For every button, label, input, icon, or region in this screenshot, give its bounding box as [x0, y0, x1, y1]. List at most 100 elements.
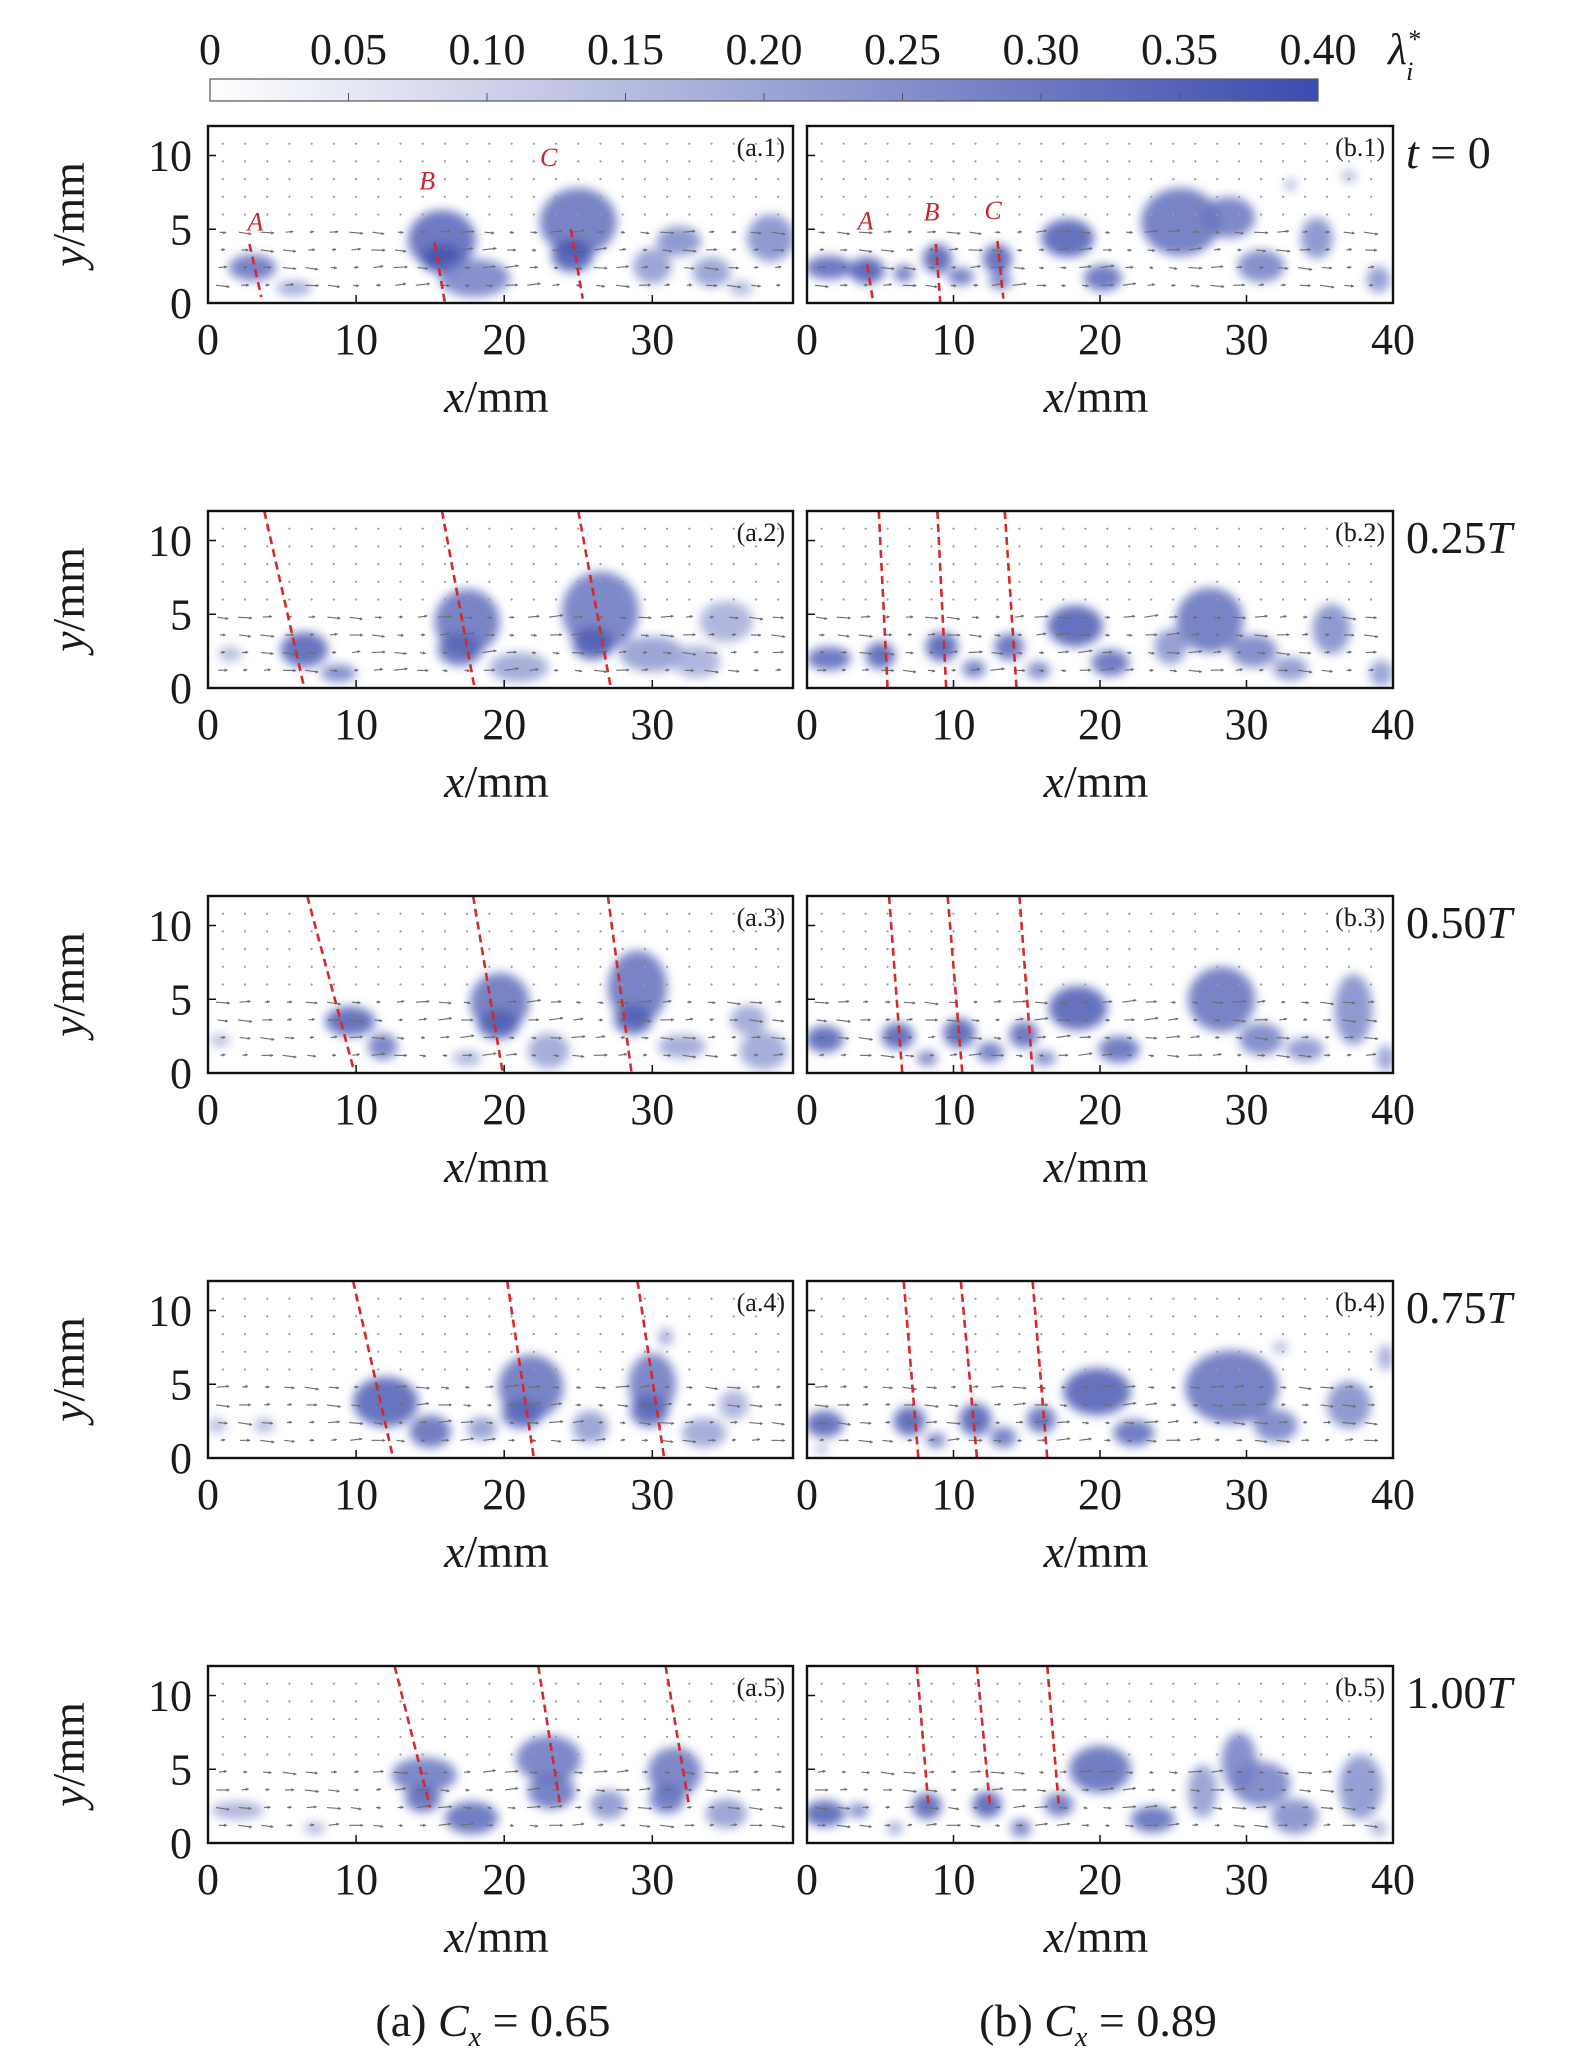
velocity-dot [599, 598, 602, 601]
velocity-arrow [1144, 1016, 1159, 1021]
velocity-dot [930, 580, 933, 583]
velocity-arrow [749, 1421, 764, 1426]
velocity-arrow [990, 667, 1005, 671]
velocity-dot [1325, 1718, 1329, 1721]
velocity-arrow [216, 1384, 230, 1389]
velocity-dot [864, 1315, 867, 1318]
velocity-dot [1194, 930, 1197, 933]
velocity-dot [1062, 1315, 1065, 1318]
velocity-dot [466, 598, 469, 601]
velocity-arrow [1035, 1001, 1049, 1005]
velocity-dot [1106, 1368, 1109, 1371]
velocity-dot [532, 965, 535, 968]
velocity-dot [1238, 1350, 1241, 1353]
vortex-blob [228, 254, 277, 281]
velocity-dot [1194, 1315, 1197, 1318]
velocity-arrow [727, 1386, 742, 1390]
velocity-dot [952, 1700, 955, 1703]
velocity-dot [732, 1735, 735, 1738]
vortex-blob [572, 1410, 608, 1444]
velocity-dot [1260, 1315, 1263, 1318]
velocity-arrow [1103, 1806, 1112, 1810]
velocity-dot [754, 195, 758, 198]
y-tick-label: 0 [170, 279, 192, 328]
velocity-dot [1282, 1735, 1285, 1738]
velocity-dot [1172, 1700, 1175, 1703]
velocity-arrow [1123, 614, 1136, 619]
velocity-dot [1260, 527, 1263, 530]
velocity-dot [886, 1735, 889, 1738]
velocity-arrow [858, 1439, 874, 1444]
velocity-arrow [393, 1771, 409, 1775]
velocity-arrow [639, 1384, 651, 1388]
vortex-blob [1338, 1754, 1383, 1820]
velocity-dot [820, 1735, 823, 1738]
velocity-arrow [440, 632, 451, 636]
vortex-blob [304, 1822, 325, 1835]
velocity-dot [443, 1735, 447, 1738]
velocity-dot [466, 1350, 469, 1353]
velocity-dot [1018, 1718, 1021, 1721]
velocity-arrow [394, 1384, 408, 1389]
velocity-dot [532, 1368, 535, 1371]
velocity-arrow [902, 669, 917, 674]
velocity-arrow [1078, 1052, 1093, 1056]
velocity-arrow [504, 667, 520, 671]
velocity-dot [688, 1368, 691, 1371]
velocity-dot [1282, 213, 1285, 216]
vortex-blob [590, 1789, 626, 1820]
velocity-dot [377, 948, 380, 951]
velocity-dot [777, 527, 780, 530]
velocity-dot [842, 580, 845, 583]
velocity-arrow [904, 1805, 915, 1809]
velocity-dot [510, 912, 513, 915]
velocity-arrow [880, 652, 895, 656]
velocity-dot [1347, 1333, 1351, 1336]
vortex-blob [705, 1798, 748, 1829]
velocity-dot [1040, 563, 1043, 566]
velocity-dot [466, 195, 469, 198]
velocity-arrow [841, 668, 847, 672]
velocity-arrow [1367, 1000, 1375, 1004]
velocity-dot [1216, 563, 1219, 566]
velocity-arrow [284, 1439, 296, 1443]
velocity-arrow [593, 669, 608, 674]
velocity-arrow [660, 614, 675, 618]
velocity-arrow [1368, 1788, 1374, 1792]
vortex-blob [807, 1410, 844, 1438]
velocity-dot [443, 983, 447, 986]
velocity-dot [532, 1315, 535, 1318]
velocity-dot [266, 1333, 269, 1336]
velocity-arrow [771, 231, 786, 236]
velocity-dot [243, 965, 247, 968]
velocity-arrow [417, 266, 429, 270]
velocity-arrow [883, 283, 893, 287]
velocity-dot [1369, 1333, 1373, 1336]
velocity-dot [1194, 142, 1197, 145]
velocity-dot [754, 1368, 758, 1371]
velocity-dot [1062, 178, 1065, 181]
velocity-arrow [509, 1823, 515, 1828]
velocity-dot [621, 160, 624, 163]
velocity-dot [886, 527, 889, 530]
velocity-dot [1194, 965, 1197, 968]
velocity-dot [643, 1315, 646, 1318]
velocity-dot [266, 563, 269, 566]
velocity-dot [466, 1682, 469, 1685]
vortex-blob [887, 1822, 903, 1835]
velocity-arrow [1211, 1404, 1224, 1408]
velocity-dot [466, 1333, 469, 1336]
velocity-dot [577, 948, 580, 951]
velocity-dot [1216, 1700, 1219, 1703]
velocity-arrow [573, 1017, 584, 1021]
time-label-period: T [1487, 1667, 1516, 1718]
velocity-dot [1128, 142, 1131, 145]
velocity-dot [754, 983, 758, 986]
velocity-dot [930, 142, 933, 145]
velocity-dot [710, 948, 713, 951]
velocity-dot [1282, 195, 1285, 198]
velocity-dot [710, 965, 713, 968]
velocity-dot [996, 527, 999, 530]
velocity-dot [666, 142, 669, 145]
velocity-dot [332, 1700, 335, 1703]
